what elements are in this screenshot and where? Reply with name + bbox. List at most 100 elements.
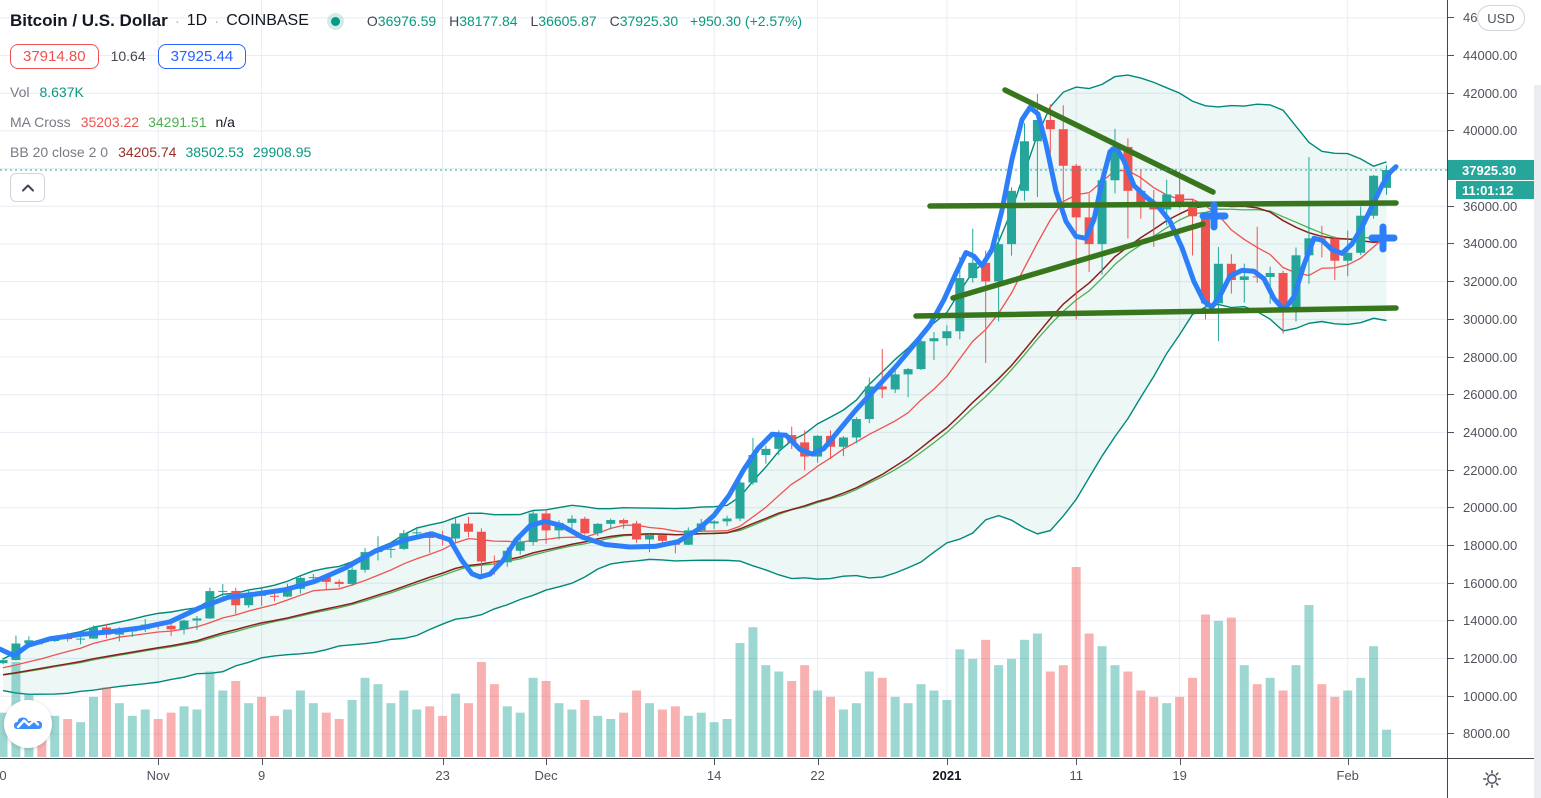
currency-toggle-button[interactable]: USD	[1477, 5, 1525, 31]
low-label: L	[530, 13, 539, 29]
time-axis-label: Dec	[534, 768, 558, 783]
change-value: +950.30 (+2.57%)	[690, 13, 803, 29]
time-axis-label: Nov	[146, 768, 170, 783]
volume-indicator-row[interactable]: Vol 8.637K	[10, 82, 802, 101]
time-axis-tick	[1347, 759, 1349, 765]
price-axis-tick	[1448, 507, 1454, 509]
bar-countdown-badge: 11:01:12	[1456, 181, 1534, 199]
bb-basis-value: 34205.74	[118, 143, 177, 160]
price-axis-tick	[1448, 92, 1454, 94]
volume-value: 8.637K	[39, 83, 84, 100]
ask-price-button[interactable]: 37925.44	[157, 43, 247, 69]
ma-cross-indicator-row[interactable]: MA Cross 35203.22 34291.51 n/a	[10, 112, 802, 131]
time-axis-label: 22	[810, 768, 825, 783]
time-axis-tick	[714, 759, 716, 765]
price-axis-tick	[1448, 695, 1454, 697]
open-label: O	[366, 13, 378, 29]
price-axis-tick	[1448, 130, 1454, 132]
close-value: 37925.30	[619, 13, 679, 29]
price-axis-label: 12000.00	[1463, 651, 1518, 667]
price-axis-tick	[1448, 620, 1454, 622]
interval-label[interactable]: 1D	[186, 12, 208, 29]
chart-legend: Bitcoin / U.S. Dollar · 1D · COINBASE O3…	[10, 8, 802, 202]
price-axis-label: 22000.00	[1463, 462, 1518, 478]
bollinger-label: BB 20 close 2 0	[10, 143, 109, 160]
gear-icon[interactable]	[1482, 770, 1501, 788]
time-axis-tick	[261, 759, 263, 765]
time-axis-tick	[546, 759, 548, 765]
price-axis[interactable]: 46000.0044000.0042000.0040000.0036000.00…	[1447, 0, 1535, 758]
price-axis-label: 26000.00	[1463, 387, 1518, 403]
ma-cross-label: MA Cross	[10, 113, 71, 130]
price-axis-label: 44000.00	[1463, 48, 1518, 64]
price-axis-label: 28000.00	[1463, 349, 1518, 365]
market-status-icon	[330, 16, 340, 26]
time-axis-label: 23	[435, 768, 450, 783]
blue-curve-drawing	[0, 104, 1399, 659]
symbol-title[interactable]: Bitcoin / U.S. Dollar	[10, 11, 168, 30]
spread-value: 10.64	[110, 48, 146, 64]
price-axis-tick	[1448, 17, 1454, 19]
tradingview-logo-button[interactable]	[4, 700, 52, 748]
collapse-legend-button[interactable]	[10, 173, 45, 202]
chevron-up-icon	[21, 184, 34, 191]
browser-scrollbar[interactable]	[1534, 85, 1541, 798]
bb-lower-value: 29908.95	[252, 143, 312, 160]
separator-dot: ·	[214, 12, 220, 30]
price-axis-tick	[1448, 281, 1454, 283]
price-axis-tick	[1448, 243, 1454, 245]
price-axis-tick	[1448, 469, 1454, 471]
low-value: 36605.87	[538, 13, 597, 29]
time-axis-tick	[1076, 759, 1078, 765]
price-axis-tick	[1448, 356, 1454, 358]
time-axis-tick	[817, 759, 819, 765]
time-axis-label: 0	[0, 768, 7, 783]
price-axis-label: 42000.00	[1463, 85, 1518, 101]
last-price-badge: 37925.30	[1448, 160, 1534, 180]
price-axis-label: 30000.00	[1463, 311, 1518, 327]
exchange-label[interactable]: COINBASE	[226, 12, 309, 29]
mountain-logo-icon	[14, 717, 42, 729]
bid-price-button[interactable]: 37914.80	[10, 43, 99, 69]
ma-slow-value: 34291.51	[148, 113, 207, 130]
price-axis-tick	[1448, 205, 1454, 207]
time-axis-tick	[1179, 759, 1181, 765]
time-axis-tick	[442, 759, 444, 765]
plus-markers-drawing	[1199, 201, 1398, 253]
price-axis-label: 10000.00	[1463, 688, 1518, 704]
price-axis-tick	[1448, 431, 1454, 433]
time-axis-label: Feb	[1336, 768, 1359, 783]
time-axis-tick	[946, 759, 948, 765]
bb-upper-value: 38502.53	[185, 143, 244, 160]
ohlc-readout: O36976.59 H38177.84 L36605.87 C37925.30 …	[358, 13, 802, 29]
time-axis-label: 2021	[932, 768, 962, 783]
price-axis-tick	[1448, 582, 1454, 584]
price-axis-tick	[1448, 658, 1454, 660]
open-value: 36976.59	[377, 13, 437, 29]
bollinger-indicator-row[interactable]: BB 20 close 2 0 34205.74 38502.53 29908.…	[10, 142, 802, 161]
time-axis-label: 19	[1172, 768, 1187, 783]
price-axis-tick	[1448, 544, 1454, 546]
price-axis-label: 40000.00	[1463, 123, 1518, 139]
price-axis-label: 20000.00	[1463, 500, 1518, 516]
price-axis-label: 8000.00	[1463, 726, 1510, 742]
ma-fast-value: 35203.22	[80, 113, 140, 130]
time-axis-corner	[1447, 758, 1535, 798]
price-axis-label: 24000.00	[1463, 424, 1518, 440]
price-axis-label: 14000.00	[1463, 613, 1518, 629]
high-value: 38177.84	[459, 13, 518, 29]
close-label: C	[609, 13, 620, 29]
price-axis-tick	[1448, 55, 1454, 57]
price-chart-canvas[interactable]	[0, 0, 1447, 758]
time-axis[interactable]: 0 Nov 9 23 Dec 14 22 2021 11 19 Feb	[0, 758, 1534, 798]
high-label: H	[449, 13, 460, 29]
price-axis-label: 34000.00	[1463, 236, 1518, 252]
price-axis-tick	[1448, 394, 1454, 396]
time-axis-label: 14	[706, 768, 722, 783]
price-axis-tick	[1448, 318, 1454, 320]
volume-layer	[0, 567, 1392, 757]
price-axis-label: 32000.00	[1463, 274, 1518, 290]
trend-lines-drawing	[913, 87, 1399, 319]
separator-dot: ·	[174, 12, 180, 30]
time-axis-label: 9	[257, 768, 266, 783]
